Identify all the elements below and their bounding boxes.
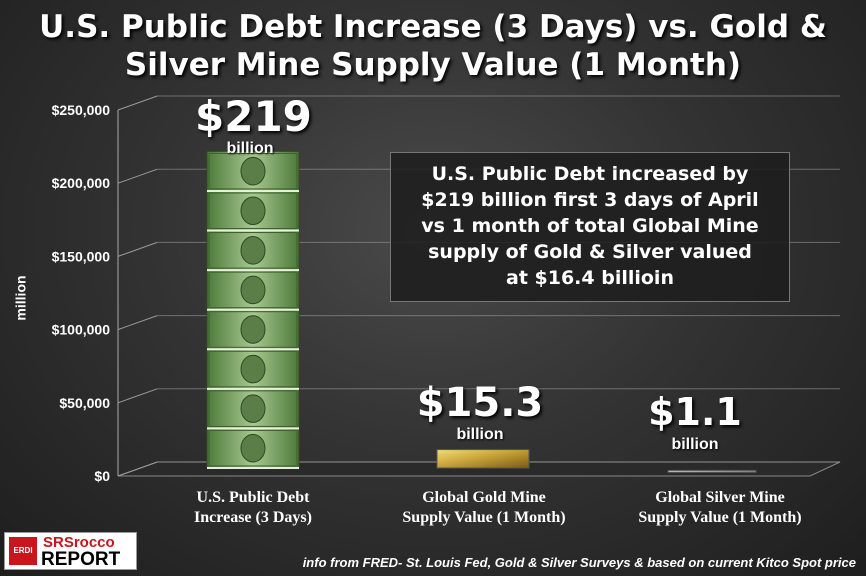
silver-unit-label: billion [671,436,719,453]
bar-gold-mine-supply [436,449,530,469]
title-line-1: U.S. Public Debt Increase (3 Days) vs. G… [39,9,827,45]
srsrocco-logo: ERDI SRSrocco REPORT [4,532,137,570]
y-tick-label: $100,000 [52,322,111,338]
annotation-line-5: at $16.4 billioin [506,267,674,289]
title-line-2: Silver Mine Supply Value (1 Month) [124,47,742,83]
y-tick-label: $250,000 [52,102,111,118]
logo-text-top: SRSrocco [43,534,115,551]
category-label-gold: Global Gold Mine Supply Value (1 Month) [384,488,584,528]
bar-us-public-debt [206,150,300,469]
logo-emblem: ERDI [9,537,37,565]
category-silver-line-1: Global Silver Mine [655,489,785,506]
gridline-perspective [117,315,158,331]
annotation-line-4: supply of Gold & Silver valued [428,241,752,263]
annotation-line-1: U.S. Public Debt increased by [431,163,749,185]
gridline-perspective [117,95,158,111]
y-tick-label: $150,000 [52,248,111,264]
source-note: info from FRED- St. Louis Fed, Gold & Si… [302,555,856,570]
y-tick-label: $0 [94,468,110,484]
category-gold-line-1: Global Gold Mine [422,489,546,506]
bar-silver-mine-supply [667,469,757,473]
debt-unit-label: billion [226,140,274,157]
silver-value-label: $1.1 [648,390,742,434]
logo-text-bottom: REPORT [41,549,121,570]
y-tick-label: $200,000 [52,175,111,191]
gridline-perspective [117,388,158,404]
gridline-perspective [117,461,158,477]
gold-value-label: $15.3 [416,380,544,426]
category-silver-line-2: Supply Value (1 Month) [638,509,802,526]
y-tick-label: $50,000 [59,395,110,411]
category-label-silver: Global Silver Mine Supply Value (1 Month… [620,488,820,528]
debt-value-label: $219 [195,92,312,141]
annotation-box: U.S. Public Debt increased by $219 billi… [390,152,790,302]
annotation-line-2: $219 billion first 3 days of April [421,189,759,211]
category-gold-line-2: Supply Value (1 Month) [402,509,566,526]
category-debt-line-2: Increase (3 Days) [194,509,312,526]
gridline-perspective [117,241,158,257]
y-axis-label: million [12,275,29,321]
gridline-perspective [117,168,158,184]
category-label-debt: U.S. Public Debt Increase (3 Days) [153,488,353,528]
gold-unit-label: billion [456,426,504,443]
annotation-line-3: vs 1 month of total Global Mine [421,215,759,237]
category-debt-line-1: U.S. Public Debt [196,489,310,506]
chart-title: U.S. Public Debt Increase (3 Days) vs. G… [0,8,866,84]
